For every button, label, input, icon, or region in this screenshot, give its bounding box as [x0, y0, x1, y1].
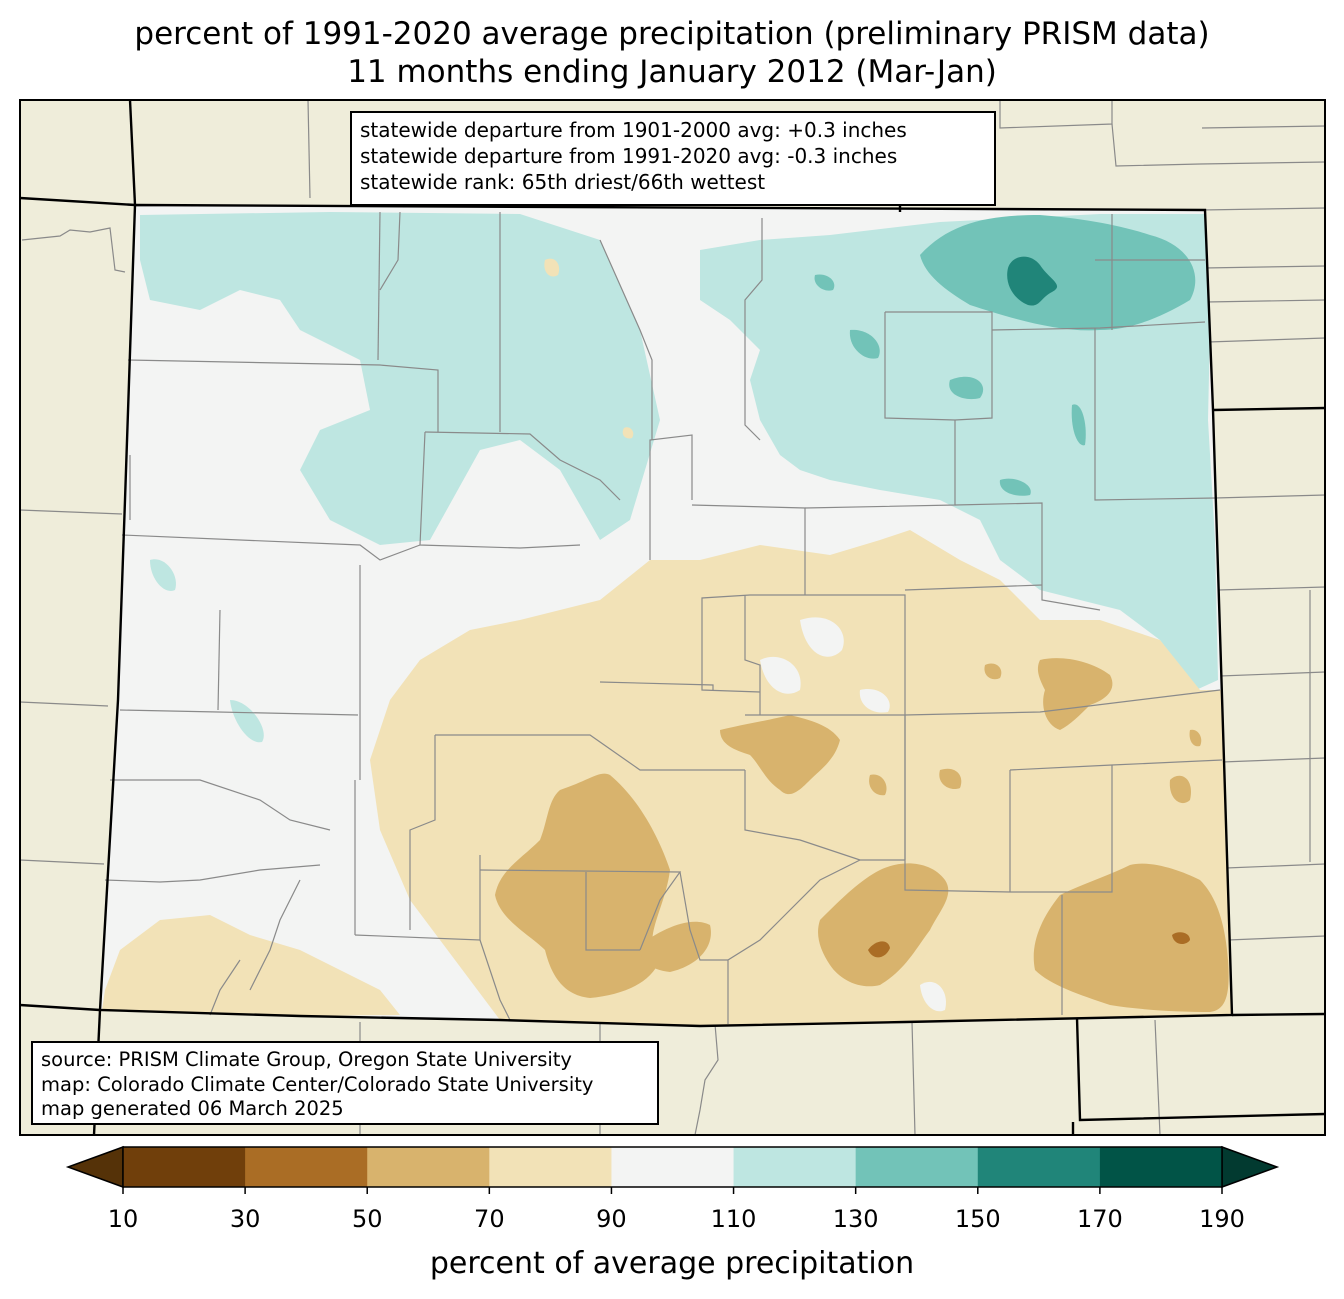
stats-line-1901-2000: statewide departure from 1901-2000 avg: …	[360, 118, 907, 142]
source-line-generated: map generated 06 March 2025	[41, 1097, 344, 1120]
colorbar-tick-label: 110	[710, 1205, 757, 1233]
colorbar-tick-label: 30	[229, 1205, 261, 1233]
statewide-stats-box: statewide departure from 1901-2000 avg: …	[350, 111, 996, 206]
colorbar-over-arrow	[1221, 1145, 1280, 1189]
colorbar-under-arrow	[65, 1145, 124, 1189]
colorbar	[65, 1145, 1280, 1194]
dry-50-70-regions	[495, 658, 1229, 1012]
source-line-map: map: Colorado Climate Center/Colorado St…	[41, 1072, 594, 1096]
colorbar-bin-10-30	[123, 1147, 246, 1187]
colorbar-tick-label: 70	[474, 1205, 505, 1233]
source-line-prism: source: PRISM Climate Group, Oregon Stat…	[41, 1048, 572, 1071]
colorbar-tick-label: 190	[1199, 1205, 1245, 1233]
wet-130-150-regions	[814, 215, 1196, 496]
colorbar-bin-170-190	[1099, 1147, 1223, 1187]
colorbar-tick-label: 10	[107, 1205, 139, 1233]
stats-line-1991-2020: statewide departure from 1991-2020 avg: …	[360, 144, 898, 168]
source-credits-box: source: PRISM Climate Group, Oregon Stat…	[31, 1041, 659, 1125]
near-normal-islands	[760, 617, 946, 1012]
colorbar-tick-label: 150	[954, 1205, 1001, 1233]
wet-150-170-regions	[1007, 256, 1058, 306]
colorbar-bin-70-90	[489, 1147, 612, 1187]
colorbar-bin-130-150	[855, 1147, 979, 1187]
state-borders	[19, 99, 1326, 1136]
colorbar-tick-label: 50	[351, 1205, 383, 1233]
county-lines	[104, 211, 1223, 1024]
map-title-line2: 11 months ending January 2012 (Mar-Jan)	[347, 54, 997, 90]
map-frame	[19, 99, 1326, 1136]
stats-line-rank: statewide rank: 65th driest/66th wettest	[360, 170, 766, 194]
map-title-line1: percent of 1991-2020 average precipitati…	[134, 16, 1210, 52]
colorbar-bin-90-110	[611, 1147, 735, 1187]
colorbar-tick-label: 90	[596, 1205, 627, 1233]
colorbar-bin-110-130	[733, 1147, 857, 1187]
colorbar-bin-150-170	[977, 1147, 1101, 1187]
dry-30-50-regions	[868, 932, 1190, 958]
colorbar-bin-30-50	[245, 1147, 368, 1187]
colorbar-bin-50-70	[367, 1147, 490, 1187]
colorbar-tick-label: 170	[1076, 1205, 1123, 1233]
colorbar-border	[122, 1146, 1223, 1188]
colorbar-tick-label: 130	[832, 1205, 879, 1233]
above-normal-regions	[140, 212, 1218, 743]
colorbar-label: percent of average precipitation	[429, 1246, 915, 1281]
